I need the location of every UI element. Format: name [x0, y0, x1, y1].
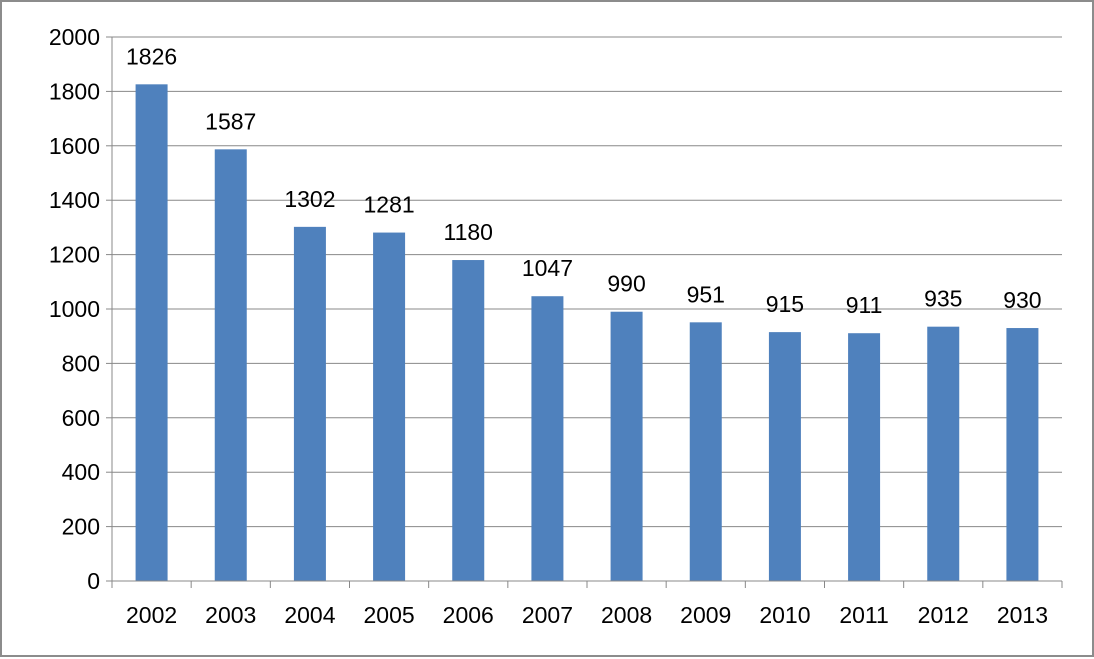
data-label-2008: 990 — [607, 271, 645, 297]
bar-2007 — [531, 296, 564, 581]
data-label-2009: 951 — [687, 281, 725, 307]
data-label-2012: 935 — [924, 286, 962, 312]
x-tick-labels: 2002 2003 2004 2005 2006 2007 2008 2009 2010 2011… — [126, 602, 1048, 628]
x-tick-label: 2008 — [601, 602, 652, 628]
data-label-2002: 1826 — [126, 43, 177, 69]
data-label-2013: 930 — [1003, 287, 1041, 313]
x-tick-label: 2006 — [443, 602, 494, 628]
y-tick-label: 1800 — [49, 78, 100, 104]
x-tick-label: 2007 — [522, 602, 573, 628]
x-tick-label: 2003 — [205, 602, 256, 628]
x-tick-label: 2002 — [126, 602, 177, 628]
bars — [135, 84, 1039, 581]
data-label-2004: 1302 — [284, 186, 335, 212]
data-label-2007: 1047 — [522, 255, 573, 281]
y-tick-label: 0 — [87, 568, 100, 594]
y-tick-label: 2000 — [49, 24, 100, 50]
y-tick-label: 1600 — [49, 133, 100, 159]
axes — [106, 36, 1063, 588]
y-tick-label: 1400 — [49, 187, 100, 213]
y-tick-label: 600 — [62, 405, 100, 431]
y-tick-label: 1200 — [49, 242, 100, 268]
bar-2006 — [452, 260, 485, 581]
bar-2009 — [689, 322, 722, 581]
x-tick-label: 2005 — [363, 602, 414, 628]
bar-2004 — [293, 226, 326, 581]
data-label-2011: 911 — [846, 292, 883, 318]
bar-2012 — [927, 326, 960, 581]
data-labels: 1826 1587 1302 1281 1180 1047 990 951 915 911 935 9… — [126, 43, 1042, 318]
bar-2005 — [373, 232, 406, 581]
bar-2008 — [610, 311, 643, 581]
x-tick-label: 2011 — [839, 602, 888, 628]
x-tick-label: 2010 — [759, 602, 810, 628]
gridlines — [112, 36, 1062, 528]
bar-2011 — [848, 333, 881, 581]
bar-2002 — [135, 84, 168, 581]
y-tick-label: 800 — [62, 350, 100, 376]
data-label-2010: 915 — [766, 291, 804, 317]
y-tick-label: 200 — [62, 514, 100, 540]
bar-2003 — [214, 149, 247, 581]
x-tick-label: 2009 — [680, 602, 731, 628]
x-tick-label: 2013 — [997, 602, 1048, 628]
x-tick-label: 2004 — [284, 602, 335, 628]
data-label-2006: 1180 — [444, 219, 493, 245]
x-tick-label: 2012 — [918, 602, 969, 628]
y-tick-label: 1000 — [49, 296, 100, 322]
y-tick-label: 400 — [62, 459, 100, 485]
data-label-2003: 1587 — [205, 108, 256, 134]
y-tick-labels: 0 200 400 600 800 1000 1200 1400 1600 1800 2000 — [49, 24, 100, 594]
bar-2013 — [1006, 328, 1039, 581]
bar-2010 — [768, 332, 801, 581]
data-label-2005: 1281 — [363, 192, 414, 218]
